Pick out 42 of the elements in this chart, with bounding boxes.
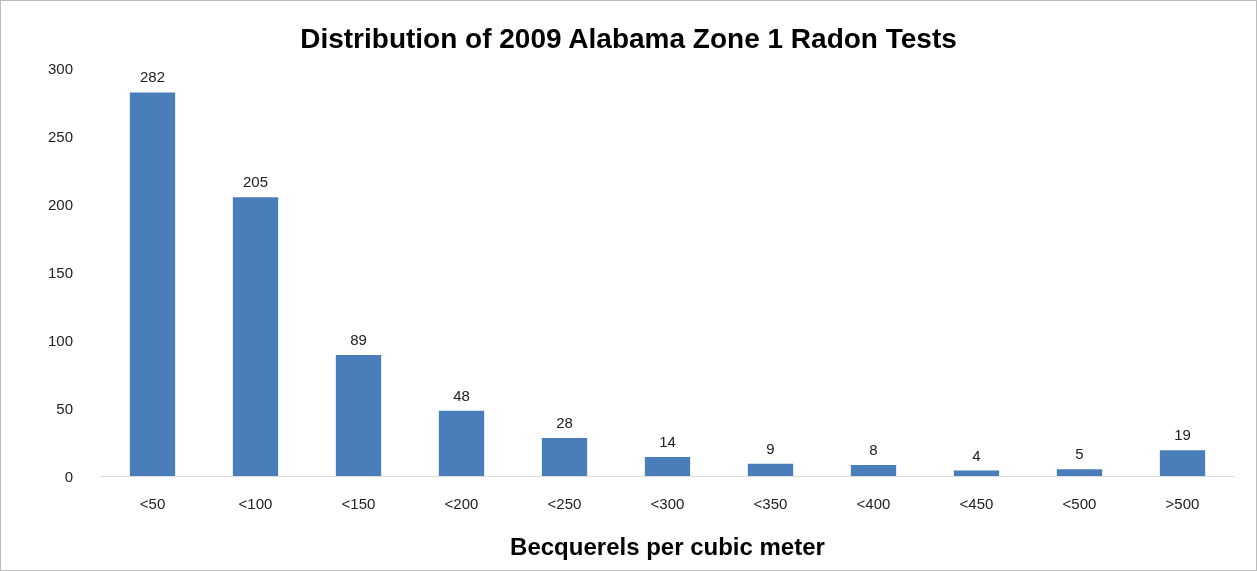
data-label: 205 <box>242 173 269 191</box>
y-tick-label: 250 <box>47 127 73 145</box>
data-label: 14 <box>659 432 676 450</box>
y-tick-label: 300 <box>47 59 73 77</box>
data-label: 5 <box>1075 445 1084 463</box>
x-tick-label: <450 <box>959 495 994 512</box>
bar <box>747 463 794 476</box>
bar <box>1056 469 1103 476</box>
x-tick-label: <100 <box>238 495 273 512</box>
x-tick-label: <500 <box>1062 495 1097 512</box>
data-label: 9 <box>766 439 775 457</box>
bar <box>335 354 382 476</box>
data-label: 89 <box>350 330 367 348</box>
bar <box>644 456 691 476</box>
x-tick-label: <200 <box>444 495 479 512</box>
x-tick-label: <250 <box>547 495 582 512</box>
x-tick-label: <400 <box>856 495 891 512</box>
data-label: 48 <box>453 386 470 404</box>
y-tick-label: 50 <box>56 399 73 417</box>
x-axis-title: Becquerels per cubic meter <box>510 532 825 560</box>
y-tick-label: 0 <box>64 467 73 485</box>
data-label: 19 <box>1174 426 1191 444</box>
x-tick-label: >500 <box>1165 495 1200 512</box>
x-tick-label: <300 <box>650 495 685 512</box>
bar <box>850 465 897 476</box>
data-label: 4 <box>972 446 981 464</box>
chart-title: Distribution of 2009 Alabama Zone 1 Radon Tests <box>300 22 957 54</box>
x-tick-label: <150 <box>341 495 376 512</box>
bar <box>1159 450 1206 476</box>
bar <box>953 470 1000 476</box>
x-tick-label: <350 <box>753 495 788 512</box>
data-label: 28 <box>556 413 573 431</box>
y-tick-label: 150 <box>47 263 73 281</box>
data-label: 8 <box>869 441 878 459</box>
x-tick-label: <50 <box>139 495 166 512</box>
bar <box>541 437 588 476</box>
bar <box>438 410 485 476</box>
y-tick-label: 100 <box>47 331 73 349</box>
bar <box>232 197 279 476</box>
data-label: 282 <box>139 68 166 86</box>
bar <box>129 92 176 476</box>
y-tick-label: 200 <box>47 195 73 213</box>
